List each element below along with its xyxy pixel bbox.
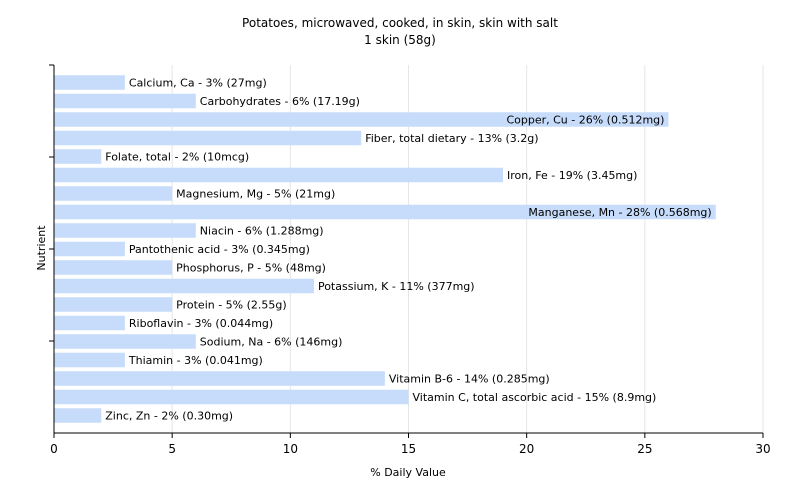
bar bbox=[54, 112, 669, 127]
bar-label: Sodium, Na - 6% (146mg) bbox=[200, 336, 343, 349]
bar bbox=[54, 149, 102, 164]
bar bbox=[54, 130, 362, 146]
bar-label: Niacin - 6% (1.288mg) bbox=[200, 225, 324, 238]
bar bbox=[54, 315, 125, 331]
bar bbox=[54, 204, 716, 220]
bar-label: Zinc, Zn - 2% (0.30mg) bbox=[105, 410, 233, 423]
bar bbox=[54, 186, 173, 201]
chart-subtitle: 1 skin (58g) bbox=[364, 33, 436, 47]
bar-label: Vitamin B-6 - 14% (0.285mg) bbox=[389, 373, 550, 386]
chart-title: Potatoes, microwaved, cooked, in skin, s… bbox=[242, 16, 558, 30]
x-tick-label: 20 bbox=[519, 442, 534, 456]
bar bbox=[54, 389, 409, 405]
x-tick-label: 25 bbox=[637, 442, 652, 456]
bar-label: Phosphorus, P - 5% (48mg) bbox=[176, 262, 326, 275]
x-tick-labels: 0 5 10 15 20 25 30 bbox=[50, 442, 770, 456]
bar-label: Copper, Cu - 26% (0.512mg) bbox=[506, 114, 664, 127]
x-tick-label: 30 bbox=[755, 442, 770, 456]
bar-label: Potassium, K - 11% (377mg) bbox=[318, 280, 475, 293]
bar bbox=[54, 223, 196, 238]
x-tick-label: 5 bbox=[168, 442, 176, 456]
x-tick-label: 15 bbox=[401, 442, 416, 456]
x-axis-title: % Daily Value bbox=[370, 466, 446, 479]
bar bbox=[54, 352, 125, 368]
bar bbox=[54, 241, 125, 257]
bar bbox=[54, 260, 173, 275]
bar bbox=[54, 93, 196, 109]
bar-label: Riboflavin - 3% (0.044mg) bbox=[129, 317, 273, 330]
bars: Calcium, Ca - 3% (27mg) Carbohydrates - 6… bbox=[54, 75, 716, 423]
bar bbox=[54, 297, 173, 312]
axes bbox=[49, 64, 764, 438]
bar-label: Protein - 5% (2.55g) bbox=[176, 299, 287, 312]
bar bbox=[54, 278, 314, 294]
bar-label: Fiber, total dietary - 13% (3.2g) bbox=[365, 132, 538, 145]
bar-label: Thiamin - 3% (0.041mg) bbox=[128, 354, 263, 367]
x-tick-label: 0 bbox=[50, 442, 58, 456]
bar bbox=[54, 75, 125, 90]
bar-label: Iron, Fe - 19% (3.45mg) bbox=[507, 169, 637, 182]
bar bbox=[54, 167, 504, 183]
bar-label: Folate, total - 2% (10mcg) bbox=[105, 151, 249, 164]
x-tick-label: 10 bbox=[283, 442, 298, 456]
bar-label: Pantothenic acid - 3% (0.345mg) bbox=[129, 243, 310, 256]
bar-label: Vitamin C, total ascorbic acid - 15% (8.… bbox=[413, 391, 657, 404]
bar-label: Magnesium, Mg - 5% (21mg) bbox=[176, 188, 335, 201]
bar bbox=[54, 334, 196, 349]
bar-label: Manganese, Mn - 28% (0.568mg) bbox=[528, 206, 711, 219]
y-axis-title: Nutrient bbox=[35, 225, 48, 271]
bar-label: Carbohydrates - 6% (17.19g) bbox=[200, 95, 360, 108]
bar-label: Calcium, Ca - 3% (27mg) bbox=[129, 77, 267, 90]
bar bbox=[54, 371, 385, 386]
bar bbox=[54, 408, 102, 423]
